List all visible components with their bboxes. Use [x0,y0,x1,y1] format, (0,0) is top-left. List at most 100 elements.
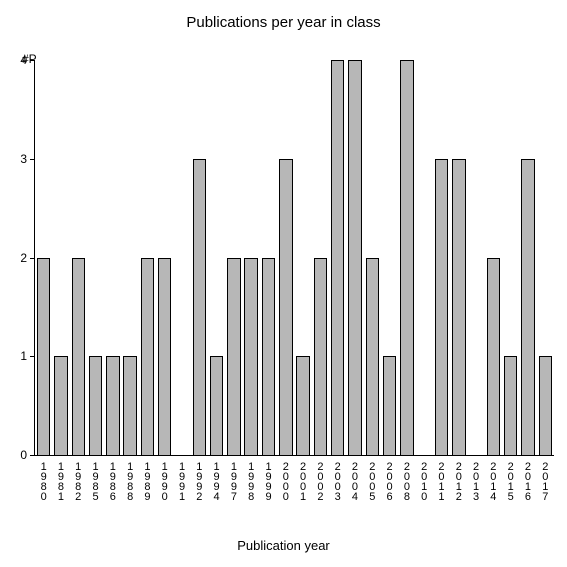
x-tick-label: 1985 [90,461,102,501]
bar [400,60,413,455]
bar [504,356,517,455]
bar-slot: 2001 [294,60,311,455]
bar [539,356,552,455]
x-tick-label: 2008 [401,461,413,501]
x-tick-label: 1981 [55,461,67,501]
bar [244,258,257,456]
bar [279,159,292,455]
x-tick-label: 1994 [211,461,223,501]
bar-slot: 1981 [52,60,69,455]
bar [331,60,344,455]
x-axis-label: Publication year [0,538,567,553]
x-tick-label: 1990 [159,461,171,501]
bar [435,159,448,455]
bars-group: 1980198119821985198619881989199019911992… [35,60,554,455]
bar-slot: 2000 [277,60,294,455]
bar-slot: 2014 [485,60,502,455]
bar [89,356,102,455]
bar-slot: 1999 [260,60,277,455]
x-tick-label: 1991 [176,461,188,501]
bar [452,159,465,455]
x-tick-label: 2001 [297,461,309,501]
bar-slot: 1997 [225,60,242,455]
bar-slot: 2012 [450,60,467,455]
bar [54,356,67,455]
bar-slot: 2006 [381,60,398,455]
bar-slot: 1991 [173,60,190,455]
y-tick-label: 2 [20,251,27,265]
x-tick-label: 2002 [314,461,326,501]
x-tick-label: 1980 [38,461,50,501]
bar-slot: 2003 [329,60,346,455]
bar-slot: 1985 [87,60,104,455]
x-tick-label: 1982 [72,461,84,501]
y-tick [30,159,35,160]
x-tick-label: 2014 [487,461,499,501]
bar-slot: 2015 [502,60,519,455]
x-tick-label: 1989 [141,461,153,501]
x-tick-label: 1986 [107,461,119,501]
x-tick-label: 1997 [228,461,240,501]
bar [106,356,119,455]
bar-slot: 1986 [104,60,121,455]
bar-slot: 1988 [121,60,138,455]
bar [314,258,327,456]
bar [383,356,396,455]
bar [72,258,85,456]
bar [158,258,171,456]
bar-slot: 2002 [312,60,329,455]
bar [348,60,361,455]
x-tick-label: 2012 [453,461,465,501]
y-tick-label: 4 [20,53,27,67]
bar-slot: 1992 [191,60,208,455]
chart-title: Publications per year in class [0,14,567,31]
bar-slot: 1990 [156,60,173,455]
y-tick-label: 1 [20,349,27,363]
x-tick-label: 1998 [245,461,257,501]
bar [262,258,275,456]
x-tick-label: 1988 [124,461,136,501]
y-tick [30,356,35,357]
bar-slot: 2004 [346,60,363,455]
bar [521,159,534,455]
x-tick-label: 2005 [366,461,378,501]
bar-slot: 2013 [467,60,484,455]
x-tick-label: 1992 [193,461,205,501]
x-tick-label: 2013 [470,461,482,501]
x-tick-label: 2015 [505,461,517,501]
x-tick-label: 2010 [418,461,430,501]
bar-slot: 2010 [416,60,433,455]
x-tick-label: 2011 [435,461,447,501]
bar [193,159,206,455]
y-tick-label: 3 [20,152,27,166]
bar [37,258,50,456]
y-tick-label: 0 [20,448,27,462]
bar-slot: 2011 [433,60,450,455]
x-tick-label: 2006 [384,461,396,501]
bar-slot: 1998 [243,60,260,455]
bar [227,258,240,456]
bar [296,356,309,455]
bar-slot: 1994 [208,60,225,455]
x-tick-label: 2004 [349,461,361,501]
bar-slot: 2017 [537,60,554,455]
bar-slot: 2016 [519,60,536,455]
x-tick-label: 2017 [539,461,551,501]
y-tick [30,60,35,61]
x-tick-label: 1999 [263,461,275,501]
bar-slot: 2008 [398,60,415,455]
x-tick-label: 2000 [280,461,292,501]
bar-slot: 1982 [70,60,87,455]
y-tick [30,455,35,456]
chart-container: Publications per year in class #P 198019… [0,0,567,567]
bar-slot: 1989 [139,60,156,455]
x-tick-label: 2016 [522,461,534,501]
bar [366,258,379,456]
bar-slot: 2005 [364,60,381,455]
plot-area: 1980198119821985198619881989199019911992… [34,60,554,456]
bar [141,258,154,456]
bar [123,356,136,455]
bar-slot: 1980 [35,60,52,455]
bar [487,258,500,456]
y-tick [30,258,35,259]
